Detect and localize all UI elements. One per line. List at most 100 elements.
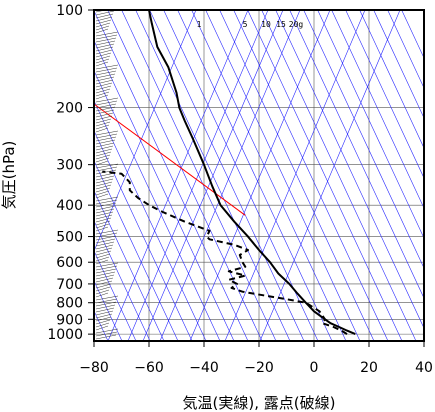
hatch-stroke [95,274,115,280]
hatch-stroke [95,193,109,199]
hatch-stroke [95,25,110,31]
hatch-stroke [95,184,112,190]
hatch-stroke [95,331,118,337]
background-line [331,10,424,209]
hatch-stroke [95,172,116,178]
background-line [345,10,424,179]
hatch-stroke [95,238,116,244]
hatch-stroke [95,22,111,28]
background-line [317,10,424,239]
background-line [191,10,347,341]
hatch-stroke [95,256,110,262]
mixing-ratio-label: 20g [289,20,304,29]
hatch-stroke [95,163,119,169]
hatch-stroke [95,91,110,97]
hatch-stroke [95,286,111,292]
hatch-stroke [95,292,109,298]
hatch-stroke [95,301,117,307]
hatch-stroke [95,142,115,148]
x-axis: −80 −60 −40 −20 0 20 40 [79,341,433,376]
x-tick-label: −40 [189,360,219,376]
hatch-stroke [95,19,112,25]
hatch-stroke [95,10,115,16]
left-edge-hatching [95,10,119,340]
x-tick-label: −60 [134,360,164,376]
y-tick-label: 400 [56,198,83,214]
dewpoint-line [102,170,348,335]
hatch-stroke [95,118,112,124]
hatch-stroke [95,322,110,328]
hatch-stroke [95,34,118,40]
mixing-ratio-labels: 1 5 10 15 20g [197,20,304,29]
hatch-stroke [95,178,114,184]
x-tick-label: 40 [415,360,433,376]
hatch-stroke [95,229,119,235]
background-line [149,10,305,341]
background-line [121,10,277,341]
hatch-stroke [95,217,112,223]
hatch-stroke [95,148,113,154]
hatch-stroke [95,319,111,325]
y-tick-label: 500 [56,230,83,246]
x-tick-label: 20 [360,360,378,376]
hatch-stroke [95,67,118,73]
hatch-stroke [95,151,112,157]
hatch-stroke [95,13,114,19]
hatch-stroke [95,73,116,79]
hatch-stroke [95,262,119,268]
hatch-stroke [95,298,118,304]
hatch-stroke [95,133,118,139]
mixing-ratio-label: 1 [197,20,202,29]
hatch-stroke [95,37,117,43]
hatch-stroke [95,124,110,130]
hatch-stroke [95,247,113,253]
hatch-stroke [95,28,109,34]
hatch-stroke [95,40,116,46]
hatch-stroke [95,277,114,283]
hatch-stroke [95,76,115,82]
y-tick-label: 600 [56,255,83,271]
background-line [261,10,417,341]
hatch-stroke [95,214,113,220]
hatch-stroke [95,154,111,160]
hatch-stroke [95,304,116,310]
reference-line [94,103,246,216]
hatch-stroke [95,106,116,112]
hatch-stroke [95,157,110,163]
hatch-stroke [95,202,117,208]
hatch-stroke [95,145,114,151]
hatch-stroke [95,328,119,334]
background-line [189,10,331,341]
red-reference-line [94,103,246,216]
background-line [94,280,123,341]
y-tick-label: 900 [56,312,83,328]
hatch-stroke [95,181,113,187]
hatch-stroke [95,139,116,145]
hatch-stroke [95,199,118,205]
hatch-stroke [95,259,109,265]
hatch-stroke [95,226,109,232]
background-line [163,10,319,341]
hatch-stroke [95,121,111,127]
hatch-stroke [95,271,116,277]
hatch-stroke [95,109,115,115]
hatch-stroke [95,49,113,55]
background-line [159,10,301,341]
x-tick-label: 0 [310,360,319,376]
y-axis-title: 気圧(hPa) [0,141,18,210]
hatch-stroke [95,112,114,118]
hatch-stroke [95,10,107,13]
background-line [359,10,424,149]
hatch-stroke [95,235,117,241]
hatch-stroke [95,52,112,58]
background-line [94,40,235,341]
x-axis-title: 気温(実線), 露点(破線) [183,394,336,412]
hatch-stroke [95,136,117,142]
hatch-stroke [95,31,119,37]
x-tick-label: −80 [79,360,109,376]
hatch-stroke [95,334,117,340]
hatch-stroke [95,169,117,175]
hatch-stroke [95,127,109,133]
background-line [247,10,403,341]
hatch-stroke [95,103,117,109]
